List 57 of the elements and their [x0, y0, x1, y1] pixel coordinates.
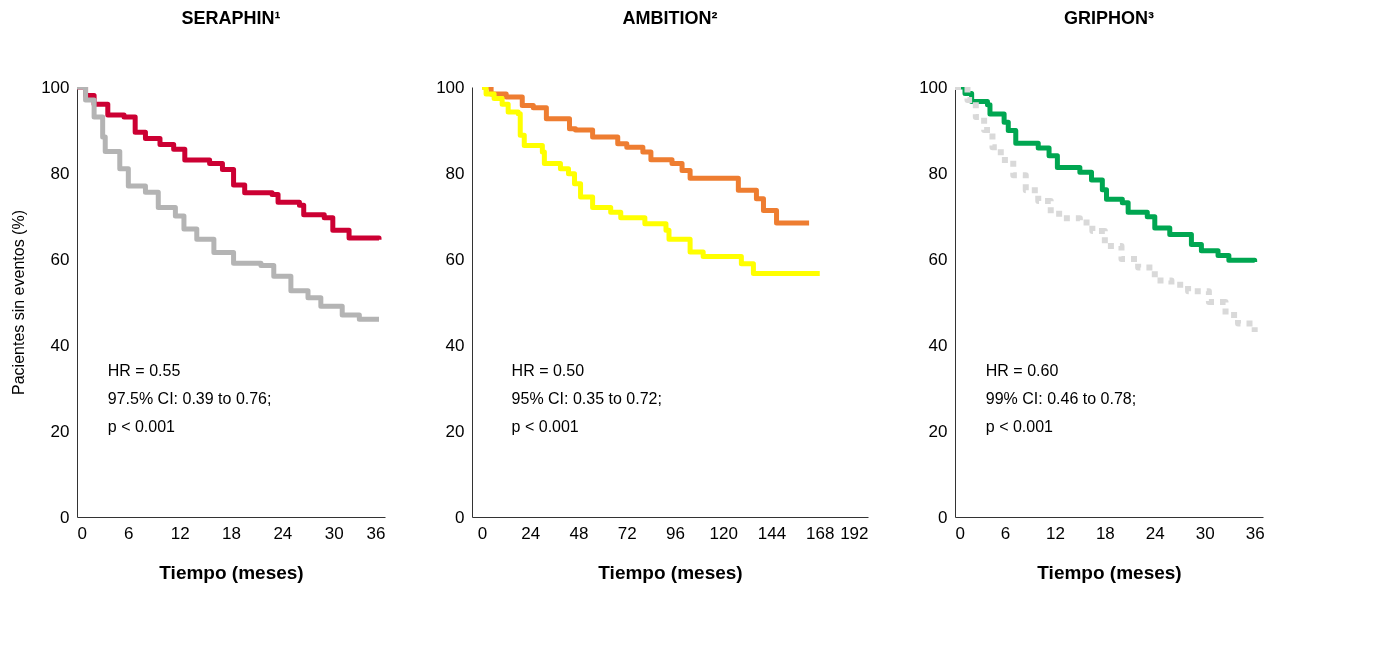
x-tick-label: 96 — [666, 523, 685, 543]
y-axis-title: Pacientes sin eventos (%) — [10, 210, 28, 395]
x-tick-label: 0 — [955, 523, 965, 543]
x-tick-label: 18 — [222, 523, 241, 543]
y-tick-label: 80 — [928, 163, 948, 183]
annotation: p < 0.001 — [107, 417, 176, 435]
annotation: HR = 0.60 — [985, 361, 1059, 379]
y-tick-label: 20 — [928, 421, 948, 441]
chart-title: SERAPHIN¹ — [181, 8, 281, 28]
x-tick-label: 12 — [1045, 523, 1065, 543]
y-tick-label: 20 — [50, 421, 70, 441]
x-tick-label: 6 — [1000, 523, 1011, 543]
x-tick-label: 120 — [709, 523, 738, 543]
x-tick-label: 36 — [1245, 523, 1265, 543]
x-axis-title: Tiempo (meses) — [598, 561, 743, 583]
x-tick-label: 6 — [124, 523, 134, 543]
x-tick-label: 48 — [569, 523, 589, 543]
x-tick-label: 72 — [617, 523, 637, 543]
x-tick-label: 0 — [477, 523, 488, 543]
y-tick-label: 60 — [50, 249, 70, 269]
y-tick-label: 0 — [938, 507, 948, 527]
annotation: HR = 0.50 — [511, 361, 585, 379]
annotation: 95% CI: 0.35 to 0.72; — [511, 389, 662, 407]
y-tick-label: 100 — [919, 77, 948, 97]
y-tick-label: 40 — [445, 335, 465, 355]
x-tick-label: 0 — [77, 523, 87, 543]
annotation: 97.5% CI: 0.39 to 0.76; — [107, 389, 272, 407]
annotation: p < 0.001 — [985, 417, 1054, 435]
x-axis-title: Tiempo (meses) — [1037, 561, 1182, 583]
chart-title: AMBITION² — [622, 8, 718, 28]
x-tick-label: 18 — [1095, 523, 1115, 543]
y-tick-label: 0 — [60, 507, 70, 527]
y-tick-label: 80 — [50, 163, 70, 183]
y-tick-label: 40 — [928, 335, 948, 355]
y-tick-label: 100 — [436, 77, 465, 97]
y-tick-label: 60 — [445, 249, 465, 269]
x-tick-label: 12 — [170, 523, 190, 543]
y-tick-label: 80 — [445, 163, 465, 183]
x-tick-label: 30 — [1195, 523, 1215, 543]
x-tick-label: 36 — [366, 523, 386, 543]
y-tick-label: 60 — [928, 249, 948, 269]
x-axis-title: Tiempo (meses) — [159, 561, 304, 583]
y-tick-label: 20 — [445, 421, 465, 441]
annotation: 99% CI: 0.46 to 0.78; — [985, 389, 1137, 407]
annotation: HR = 0.55 — [107, 361, 181, 379]
y-tick-label: 100 — [41, 77, 70, 97]
x-tick-label: 168 — [806, 523, 835, 543]
y-tick-label: 0 — [455, 507, 465, 527]
x-tick-label: 192 — [840, 523, 869, 543]
chart-title: GRIPHON³ — [1064, 8, 1155, 28]
x-tick-label: 24 — [1145, 523, 1165, 543]
annotation: p < 0.001 — [511, 417, 579, 435]
x-tick-label: 144 — [757, 523, 787, 543]
x-tick-label: 24 — [273, 523, 293, 543]
y-tick-label: 40 — [50, 335, 70, 355]
x-tick-label: 30 — [324, 523, 344, 543]
x-tick-label: 24 — [521, 523, 541, 543]
